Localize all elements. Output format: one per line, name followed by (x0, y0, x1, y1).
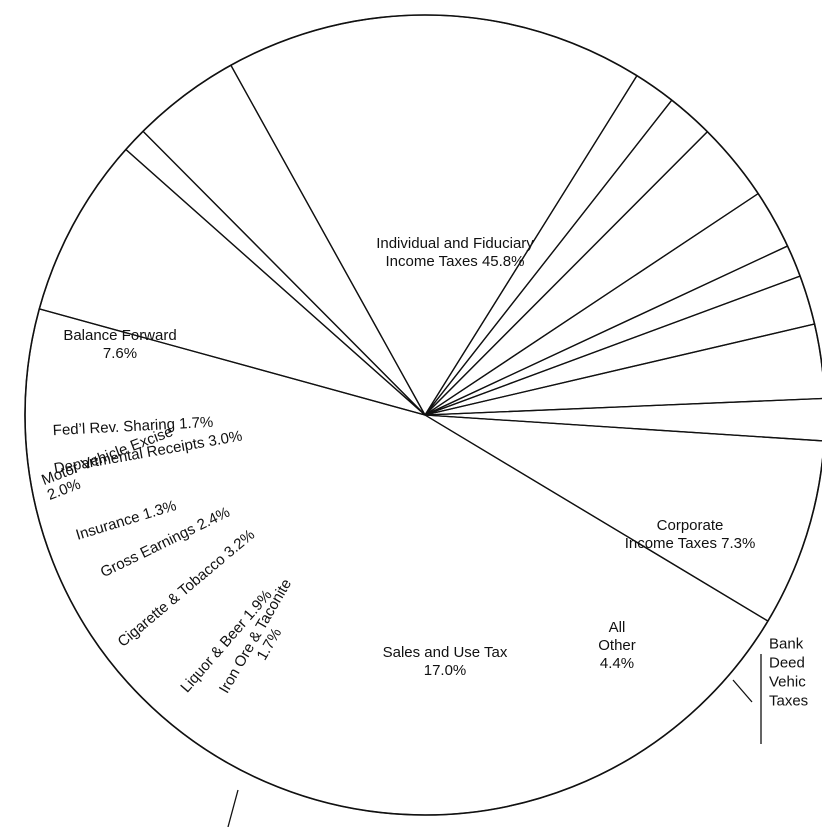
label-line: Other (598, 637, 636, 654)
label-line: 17.0% (424, 662, 467, 679)
label-line: Balance Forward (63, 327, 176, 344)
label-line: Income Taxes 45.8% (386, 253, 525, 270)
bank-label-leader (733, 680, 752, 702)
label-line: All (609, 619, 626, 636)
label-line: 7.6% (103, 345, 137, 362)
label-line: Sales and Use Tax (383, 644, 508, 661)
label-line: Bank (769, 636, 804, 653)
label-line: Taxes (769, 693, 808, 710)
label-individual-and-fiduciary-income-taxes: Individual and Fiduciary Income Taxes 45.… (376, 235, 534, 270)
iron-ore-leader (228, 790, 238, 827)
pie-slices (25, 15, 822, 815)
label-line: Deed (769, 655, 805, 672)
label-line: Corporate (657, 517, 724, 534)
label-line: Income Taxes 7.3% (625, 535, 756, 552)
label-bank-excise-deed-tax-motor-vehicle-registration-taxes: Bank Deed Vehic Taxes (769, 636, 808, 710)
label-line: Vehic (769, 674, 806, 691)
label-line: Individual and Fiduciary (376, 235, 534, 252)
label-line: 4.4% (600, 655, 634, 672)
